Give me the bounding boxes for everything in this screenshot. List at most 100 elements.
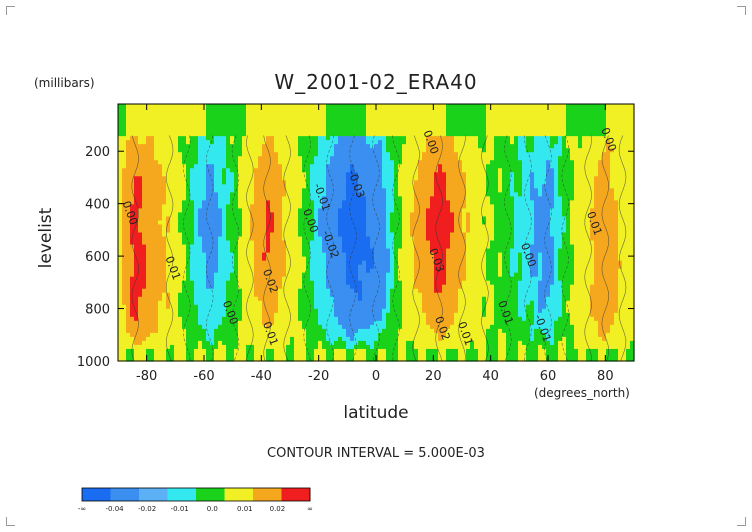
field-cell (198, 128, 203, 133)
field-cell (262, 144, 267, 149)
field-cell (394, 260, 399, 266)
field-cell (302, 264, 307, 270)
field-cell (274, 204, 279, 210)
field-cell (174, 192, 179, 197)
field-cell (410, 112, 415, 117)
field-cell (218, 124, 223, 129)
field-cell (330, 308, 335, 314)
field-cell (278, 292, 283, 298)
field-cell (162, 336, 167, 342)
field-cell (222, 340, 227, 346)
field-cell (206, 336, 211, 342)
field-cell (194, 120, 199, 125)
field-cell (410, 228, 415, 234)
field-cell (242, 356, 247, 362)
field-cell (362, 208, 367, 214)
field-cell (382, 112, 387, 117)
field-cell (410, 324, 415, 330)
field-cell (190, 356, 195, 362)
field-cell (418, 352, 423, 358)
field-cell (286, 180, 291, 185)
field-cell (214, 300, 219, 306)
field-cell (326, 356, 331, 362)
field-cell (418, 164, 423, 169)
field-cell (418, 172, 423, 177)
field-cell (130, 320, 135, 326)
field-cell (202, 144, 207, 149)
field-cell (174, 224, 179, 230)
field-cell (146, 184, 151, 189)
field-cell (302, 192, 307, 197)
field-cell (426, 312, 431, 318)
field-cell (326, 160, 331, 165)
field-cell (390, 308, 395, 314)
field-cell (234, 308, 239, 314)
field-cell (286, 148, 291, 153)
field-cell (358, 184, 363, 189)
field-cell (206, 228, 211, 234)
field-cell (234, 348, 239, 354)
field-cell (302, 344, 307, 350)
field-cell (270, 176, 275, 181)
field-cell (254, 164, 259, 169)
field-cell (302, 272, 307, 278)
field-cell (418, 160, 423, 165)
field-cell (398, 264, 403, 270)
field-cell (354, 332, 359, 338)
field-cell (174, 212, 179, 218)
field-cell (138, 180, 143, 185)
field-cell (174, 248, 179, 254)
field-cell (234, 232, 239, 238)
field-cell (154, 108, 159, 113)
field-cell (238, 316, 243, 322)
field-cell (234, 172, 239, 177)
field-cell (382, 252, 387, 258)
field-cell (126, 116, 131, 121)
field-cell (338, 164, 343, 169)
field-cell (422, 180, 427, 185)
field-cell (390, 144, 395, 149)
field-cell (286, 356, 291, 362)
field-cell (230, 244, 235, 250)
field-cell (130, 168, 135, 173)
field-cell (210, 336, 215, 342)
field-cell (118, 132, 123, 137)
field-cell (234, 296, 239, 302)
field-cell (226, 296, 231, 302)
field-cell (234, 304, 239, 310)
field-cell (330, 312, 335, 318)
field-cell (342, 280, 347, 286)
field-cell (286, 152, 291, 157)
field-cell (230, 184, 235, 189)
field-cell (262, 336, 267, 342)
field-cell (266, 124, 271, 129)
field-cell (298, 292, 303, 298)
field-cell (418, 184, 423, 189)
field-cell (422, 276, 427, 282)
field-cell (358, 192, 363, 197)
field-cell (370, 312, 375, 318)
field-cell (330, 260, 335, 266)
field-cell (122, 156, 127, 161)
field-cell (142, 124, 147, 129)
field-cell (286, 312, 291, 318)
field-cell (362, 328, 367, 334)
field-cell (226, 240, 231, 246)
field-cell (370, 124, 375, 129)
field-cell (346, 228, 351, 234)
field-cell (142, 220, 147, 226)
field-cell (146, 248, 151, 254)
field-cell (158, 352, 163, 358)
field-cell (290, 220, 295, 226)
field-cell (362, 188, 367, 193)
field-cell (358, 136, 363, 141)
field-cell (290, 172, 295, 177)
field-cell (402, 212, 407, 218)
field-cell (122, 184, 127, 189)
field-cell (266, 328, 271, 334)
field-cell (158, 308, 163, 314)
field-cell (194, 252, 199, 258)
field-cell (306, 288, 311, 294)
field-cell (366, 228, 371, 234)
field-cell (222, 196, 227, 201)
